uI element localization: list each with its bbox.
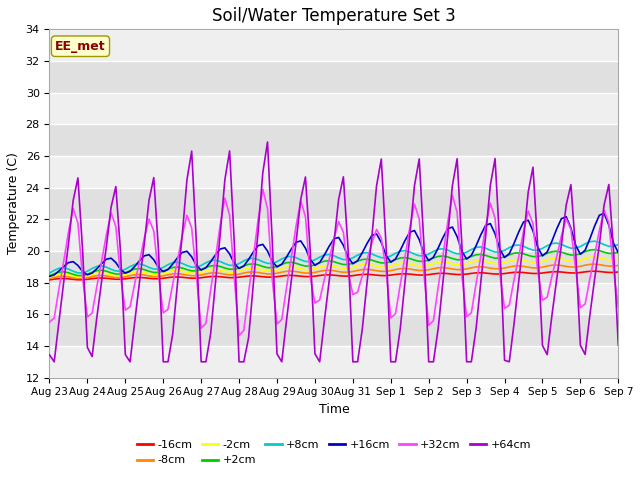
+64cm (586, 312, 594, 318)
+2cm (591, 247, 598, 252)
+16cm (600, 210, 608, 216)
+2cm (287, 260, 295, 265)
+64cm (45, 352, 53, 358)
-8cm (102, 273, 110, 279)
+64cm (439, 279, 447, 285)
Line: -16cm: -16cm (49, 271, 618, 280)
+8cm (45, 270, 53, 276)
+8cm (287, 253, 295, 259)
-8cm (287, 268, 295, 274)
-8cm (591, 261, 598, 267)
+64cm (411, 183, 419, 189)
+8cm (591, 238, 598, 244)
+2cm (102, 268, 110, 274)
-16cm (614, 269, 622, 275)
+16cm (102, 256, 110, 262)
-8cm (577, 264, 584, 269)
-2cm (591, 254, 598, 260)
+32cm (45, 319, 53, 325)
Bar (49, 93, 618, 124)
+32cm (297, 198, 305, 204)
+32cm (586, 276, 594, 282)
-2cm (287, 264, 295, 270)
Line: +16cm: +16cm (49, 213, 618, 276)
+64cm (183, 177, 191, 183)
+8cm (577, 243, 584, 249)
Line: -2cm: -2cm (49, 257, 618, 277)
X-axis label: Time: Time (319, 403, 349, 416)
+64cm (51, 359, 58, 365)
Legend: -16cm, -8cm, -2cm, +2cm, +8cm, +16cm, +32cm, +64cm: -16cm, -8cm, -2cm, +2cm, +8cm, +16cm, +3… (132, 435, 536, 470)
+16cm (45, 274, 53, 279)
+16cm (614, 250, 622, 256)
+16cm (577, 252, 584, 257)
Line: +64cm: +64cm (49, 142, 618, 362)
+16cm (429, 254, 437, 260)
+8cm (102, 264, 110, 270)
Bar (49, 29, 618, 61)
-2cm (577, 257, 584, 263)
+32cm (259, 186, 267, 192)
+64cm (614, 342, 622, 348)
+2cm (429, 255, 437, 261)
+32cm (439, 253, 447, 259)
-8cm (401, 265, 409, 271)
Bar (49, 283, 618, 314)
Line: +32cm: +32cm (49, 189, 618, 336)
-2cm (429, 261, 437, 266)
-8cm (45, 276, 53, 281)
+2cm (614, 249, 622, 255)
+32cm (179, 233, 186, 239)
Line: +8cm: +8cm (49, 241, 618, 273)
Line: -8cm: -8cm (49, 264, 618, 278)
+8cm (401, 248, 409, 253)
+64cm (108, 204, 115, 210)
+32cm (411, 201, 419, 207)
-16cm (179, 275, 186, 280)
+64cm (297, 197, 305, 203)
-16cm (401, 271, 409, 276)
-2cm (45, 274, 53, 280)
-16cm (102, 276, 110, 281)
-2cm (179, 268, 186, 274)
-16cm (287, 273, 295, 278)
-2cm (614, 256, 622, 262)
-8cm (614, 263, 622, 268)
-16cm (577, 270, 584, 276)
Bar (49, 156, 618, 188)
+16cm (179, 250, 186, 255)
Title: Soil/Water Temperature Set 3: Soil/Water Temperature Set 3 (212, 7, 456, 25)
-2cm (401, 260, 409, 266)
-2cm (102, 271, 110, 276)
+8cm (614, 241, 622, 247)
+32cm (102, 232, 110, 238)
+32cm (614, 304, 622, 310)
Bar (49, 346, 618, 378)
+2cm (401, 255, 409, 261)
Text: EE_met: EE_met (55, 40, 106, 53)
+2cm (577, 251, 584, 256)
Y-axis label: Temperature (C): Temperature (C) (7, 153, 20, 254)
-16cm (591, 268, 598, 274)
+16cm (401, 238, 409, 243)
+2cm (179, 265, 186, 271)
-16cm (45, 277, 53, 283)
Line: +2cm: +2cm (49, 250, 618, 276)
+16cm (287, 246, 295, 252)
-8cm (429, 266, 437, 272)
+64cm (264, 139, 271, 145)
-16cm (429, 271, 437, 277)
+32cm (236, 333, 243, 338)
+8cm (179, 261, 186, 266)
+8cm (429, 249, 437, 254)
+2cm (45, 273, 53, 279)
Bar (49, 219, 618, 251)
-8cm (179, 271, 186, 277)
